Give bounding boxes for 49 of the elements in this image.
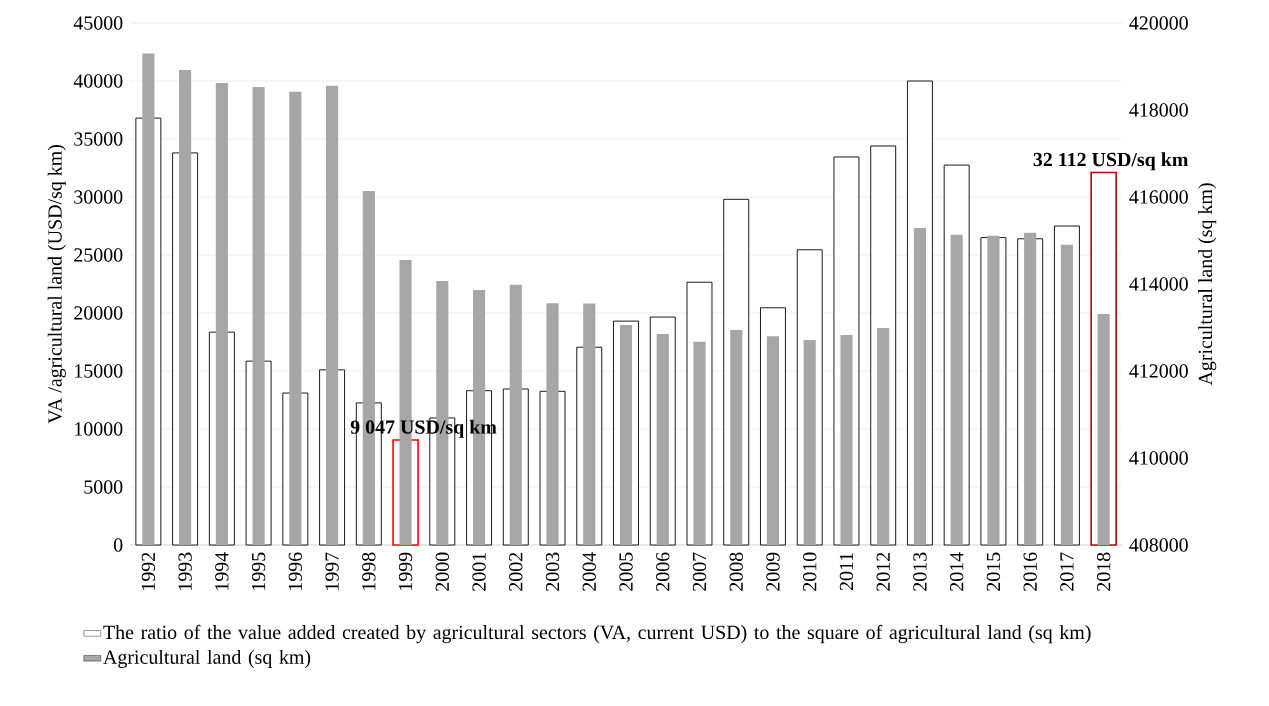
x-tick-label: 2012	[876, 552, 890, 591]
y2-tick-label: 420000	[1129, 16, 1188, 30]
y-axis-title: VA /agricultural land (USD/sq km)	[47, 145, 66, 424]
y2-tick-label: 416000	[1129, 190, 1188, 204]
x-tick-label: 2011	[839, 553, 854, 591]
x-tick-label: 2000	[435, 552, 450, 591]
x-tick-label: 2002	[509, 552, 523, 591]
x-tick-label: 2014	[949, 552, 964, 591]
x-tick-label: 2015	[986, 552, 1001, 591]
y-tick-label: 20000	[74, 306, 123, 320]
x-tick-label: 2006	[656, 552, 670, 591]
x-tick-label: 1999	[398, 552, 413, 590]
x-tick-label: 2007	[692, 552, 707, 591]
y-tick-label: 25000	[74, 248, 123, 262]
y-tick-label: 35000	[74, 132, 123, 146]
x-tick-label: 2013	[913, 552, 927, 591]
x-tick-label: 1993	[178, 552, 192, 590]
x-tick-label: 1996	[288, 552, 303, 590]
legend-label: Agricultural land (sq km)	[103, 649, 311, 668]
x-tick-label: 2010	[802, 552, 817, 591]
x-tick-label: 2004	[582, 552, 596, 591]
annotation: 32 112 USD/sq km	[1033, 152, 1189, 171]
y-tick-label: 10000	[75, 422, 123, 436]
x-tick-label: 1997	[325, 552, 339, 590]
legend-label: The ratio of the value added created by agricultural sectors (VA, current USD) to the square of agricultural land (sq km)	[103, 624, 1091, 644]
y-tick-label: 0	[113, 538, 123, 552]
x-tick-label: 1995	[251, 552, 266, 590]
x-tick-label: 2003	[545, 552, 560, 591]
y-tick-label: 30000	[74, 190, 123, 204]
y2-tick-label: 418000	[1129, 103, 1188, 117]
x-tick-label: 1998	[362, 552, 376, 590]
y2-tick-label: 408000	[1129, 538, 1188, 552]
x-tick-label: 1994	[215, 552, 229, 590]
x-tick-label: 2017	[1060, 552, 1074, 591]
y-tick-label: 40000	[73, 74, 123, 88]
x-tick-label: 2009	[766, 552, 780, 591]
y2-axis-title: Agricultural land (sq km)	[1198, 183, 1217, 386]
y2-tick-label: 410000	[1129, 451, 1188, 465]
x-tick-label: 2001	[472, 553, 486, 591]
y-tick-label: 15000	[75, 364, 123, 378]
x-tick-label: 1992	[141, 552, 156, 590]
y2-tick-label: 412000	[1129, 364, 1188, 378]
y-tick-label: 5000	[84, 480, 123, 494]
x-tick-label: 2008	[729, 552, 743, 591]
x-tick-label: 2005	[619, 552, 633, 591]
y2-tick-label: 414000	[1129, 277, 1188, 291]
x-tick-label: 2018	[1096, 552, 1111, 591]
x-tick-label: 2016	[1023, 552, 1037, 591]
y-tick-label: 45000	[73, 16, 123, 30]
